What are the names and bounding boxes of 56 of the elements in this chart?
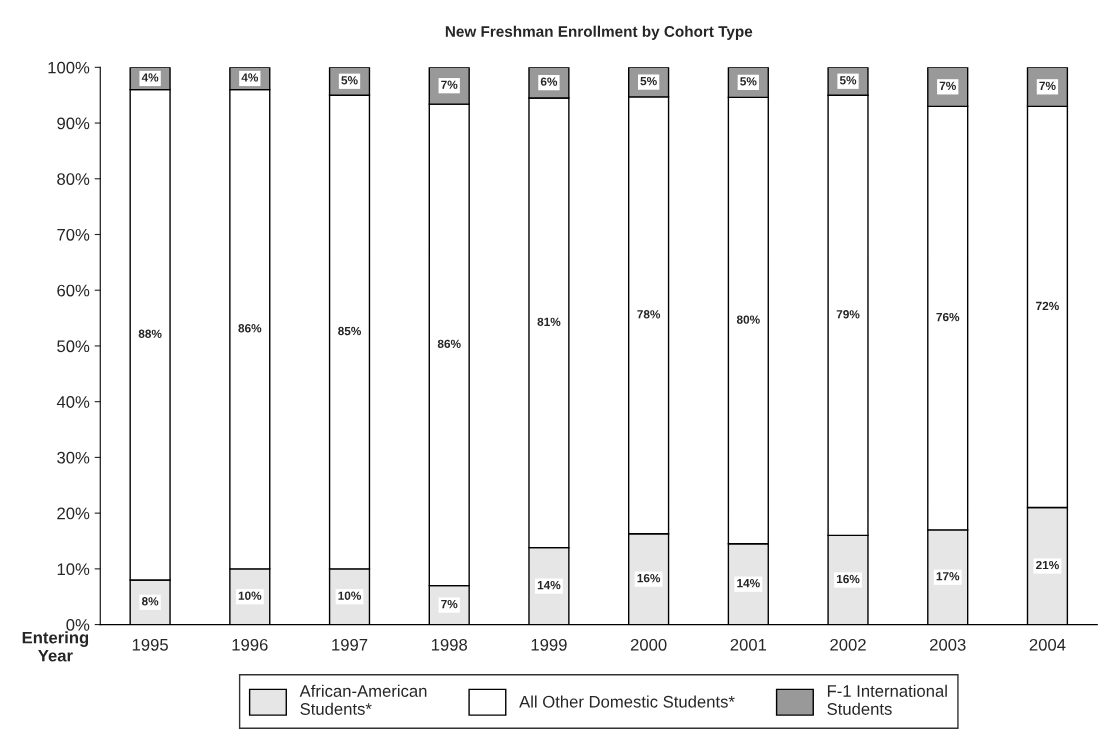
data-label: 5%: [640, 76, 657, 86]
legend-label: All Other Domestic Students*: [519, 695, 735, 708]
data-label: 10%: [338, 591, 362, 600]
data-label: 5%: [341, 76, 358, 85]
x-tick-label: 2001: [730, 638, 767, 651]
data-label: 7%: [939, 81, 956, 90]
data-label: 7%: [441, 599, 458, 609]
data-label: 14%: [537, 580, 561, 590]
y-tick-label: 0%: [66, 618, 90, 631]
data-label: 7%: [441, 80, 458, 89]
y-tick-label: 100%: [48, 61, 90, 74]
data-label: 5%: [839, 76, 857, 85]
x-tick-label: 2003: [930, 638, 966, 651]
y-tick-label: 80%: [57, 173, 90, 185]
x-tick-label: 2002: [830, 638, 866, 651]
y-tick-label: 10%: [57, 563, 90, 576]
x-tick-label: 1996: [232, 638, 268, 651]
data-label: 6%: [540, 77, 558, 86]
y-tick-label: 40%: [56, 396, 90, 408]
data-label: 88%: [138, 329, 162, 338]
data-label: 4%: [141, 73, 159, 82]
data-label: 5%: [740, 77, 757, 86]
data-label: 7%: [1039, 81, 1056, 90]
y-tick-label: 50%: [57, 340, 90, 353]
data-label: 16%: [637, 573, 661, 583]
x-tick-label: 1997: [332, 638, 368, 651]
data-label: 86%: [238, 324, 262, 333]
data-label: 4%: [241, 73, 259, 82]
data-label: 16%: [836, 574, 860, 584]
x-axis-title: Entering Year: [22, 631, 89, 662]
legend-label: F-1 International Students: [827, 684, 947, 715]
data-label: 81%: [537, 317, 561, 326]
data-label: 21%: [1036, 560, 1059, 570]
x-tick-label: 1999: [531, 638, 567, 651]
data-label: 80%: [736, 315, 760, 324]
data-label: 78%: [637, 310, 661, 319]
y-tick-label: 60%: [57, 284, 90, 297]
data-label: 8%: [141, 597, 159, 606]
data-label: 17%: [936, 572, 960, 581]
data-label: 85%: [338, 326, 362, 336]
chart-title: New Freshman Enrollment by Cohort Type: [445, 25, 753, 40]
data-label: 76%: [936, 312, 960, 322]
x-tick-label: 1998: [431, 638, 468, 651]
x-tick-label: 1995: [132, 638, 168, 651]
data-label: 86%: [437, 339, 461, 348]
x-tick-label: 2000: [630, 638, 667, 651]
y-tick-label: 20%: [57, 507, 90, 520]
data-label: 10%: [238, 591, 262, 600]
data-label: 14%: [737, 579, 760, 588]
y-tick-label: 90%: [57, 117, 90, 130]
x-tick-label: 2004: [1029, 638, 1066, 651]
data-label: 79%: [836, 310, 860, 319]
data-label: 72%: [1036, 301, 1059, 311]
y-tick-label: 30%: [57, 451, 90, 464]
y-tick-label: 70%: [57, 228, 90, 241]
legend-label: African-American Students*: [299, 684, 427, 715]
